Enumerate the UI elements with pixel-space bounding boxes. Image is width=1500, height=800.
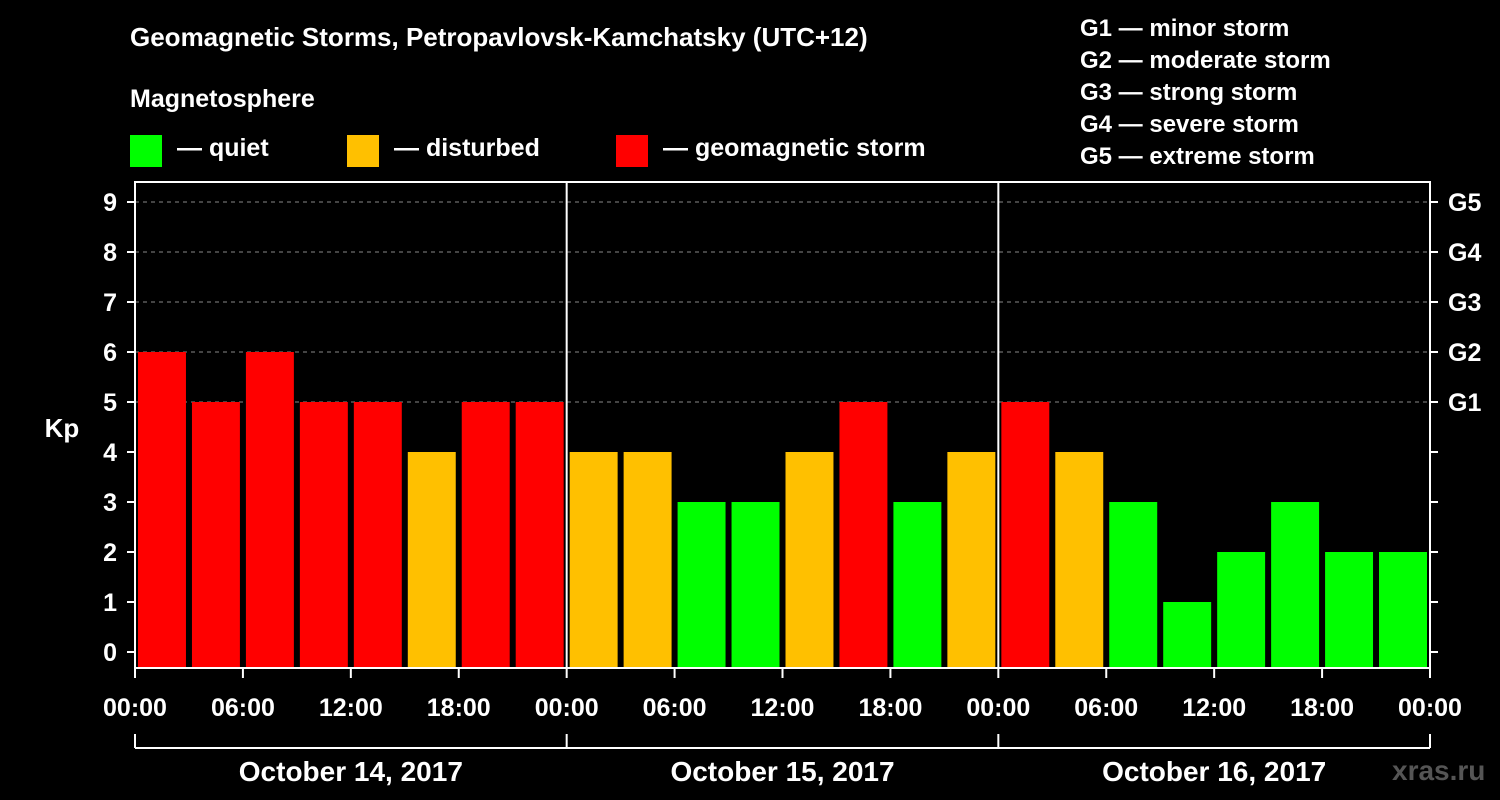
- x-tick-label-7: 18:00: [858, 694, 922, 722]
- y-tick-label-5: 5: [103, 389, 117, 417]
- g-scale-item-g1: G1 — minor storm: [1080, 15, 1290, 42]
- kp-bar-5: [407, 452, 456, 668]
- kp-bar-17: [1055, 452, 1104, 668]
- kp-bar-14: [893, 502, 942, 668]
- x-tick-label-10: 12:00: [1182, 694, 1246, 722]
- kp-bar-6: [461, 402, 510, 668]
- y-tick-label-8: 8: [103, 239, 117, 267]
- g-level-label-g3: G3: [1448, 289, 1481, 317]
- g-scale-item-g5: G5 — extreme storm: [1080, 143, 1315, 170]
- g-level-label-g4: G4: [1448, 239, 1481, 267]
- legend-swatch-storm: [616, 135, 648, 167]
- y-tick-label-3: 3: [103, 489, 117, 517]
- y-tick-label-7: 7: [103, 289, 117, 317]
- y-tick-label-2: 2: [103, 539, 117, 567]
- x-tick-label-5: 06:00: [643, 694, 707, 722]
- kp-bar-9: [623, 452, 672, 668]
- x-tick-label-4: 00:00: [535, 694, 599, 722]
- kp-bar-7: [515, 402, 564, 668]
- day-label-2: October 16, 2017: [1102, 756, 1326, 787]
- day-label-0: October 14, 2017: [239, 756, 463, 787]
- g-level-label-g5: G5: [1448, 189, 1481, 217]
- kp-bar-8: [569, 452, 618, 668]
- kp-bar-16: [1001, 402, 1050, 668]
- g-level-label-g2: G2: [1448, 339, 1481, 367]
- x-tick-label-12: 00:00: [1398, 694, 1462, 722]
- kp-bar-10: [677, 502, 726, 668]
- kp-bar-0: [138, 352, 186, 668]
- kp-bar-15: [947, 452, 996, 668]
- kp-bar-13: [839, 402, 888, 668]
- y-tick-label-0: 0: [103, 639, 117, 667]
- x-tick-label-0: 00:00: [103, 694, 167, 722]
- y-tick-label-1: 1: [103, 589, 117, 617]
- kp-bar-2: [245, 352, 294, 668]
- x-tick-label-6: 12:00: [751, 694, 815, 722]
- x-tick-label-11: 18:00: [1290, 694, 1354, 722]
- legend-label-quiet: — quiet: [177, 134, 269, 162]
- x-tick-label-2: 12:00: [319, 694, 383, 722]
- kp-bar-4: [353, 402, 402, 668]
- g-scale-item-g3: G3 — strong storm: [1080, 79, 1298, 106]
- chart-title: Geomagnetic Storms, Petropavlovsk-Kamcha…: [130, 22, 868, 52]
- g-scale-item-g2: G2 — moderate storm: [1080, 47, 1331, 74]
- legend-label-disturbed: — disturbed: [394, 134, 540, 162]
- kp-bar-21: [1271, 502, 1320, 668]
- legend-swatch-disturbed: [347, 135, 379, 167]
- x-tick-label-1: 06:00: [211, 694, 275, 722]
- legend-label-storm: — geomagnetic storm: [663, 134, 926, 162]
- kp-bar-23: [1379, 552, 1427, 668]
- kp-bar-20: [1217, 552, 1266, 668]
- y-tick-label-4: 4: [103, 439, 117, 467]
- kp-bar-11: [731, 502, 780, 668]
- x-tick-label-8: 00:00: [966, 694, 1030, 722]
- kp-bar-18: [1109, 502, 1158, 668]
- x-tick-label-3: 18:00: [427, 694, 491, 722]
- y-tick-label-6: 6: [103, 339, 117, 367]
- kp-bar-19: [1163, 602, 1212, 668]
- y-tick-label-9: 9: [103, 189, 117, 217]
- kp-bar-12: [785, 452, 834, 668]
- kp-bar-3: [299, 402, 348, 668]
- x-tick-label-9: 06:00: [1074, 694, 1138, 722]
- g-scale-item-g4: G4 — severe storm: [1080, 111, 1299, 138]
- day-label-1: October 15, 2017: [670, 756, 894, 787]
- magnetosphere-label: Magnetosphere: [130, 85, 315, 113]
- kp-bar-22: [1325, 552, 1374, 668]
- legend-swatch-quiet: [130, 135, 162, 167]
- y-axis-label: Kp: [45, 413, 80, 443]
- kp-bar-1: [191, 402, 240, 668]
- watermark: xras.ru: [1392, 755, 1486, 786]
- g-level-label-g1: G1: [1448, 389, 1481, 417]
